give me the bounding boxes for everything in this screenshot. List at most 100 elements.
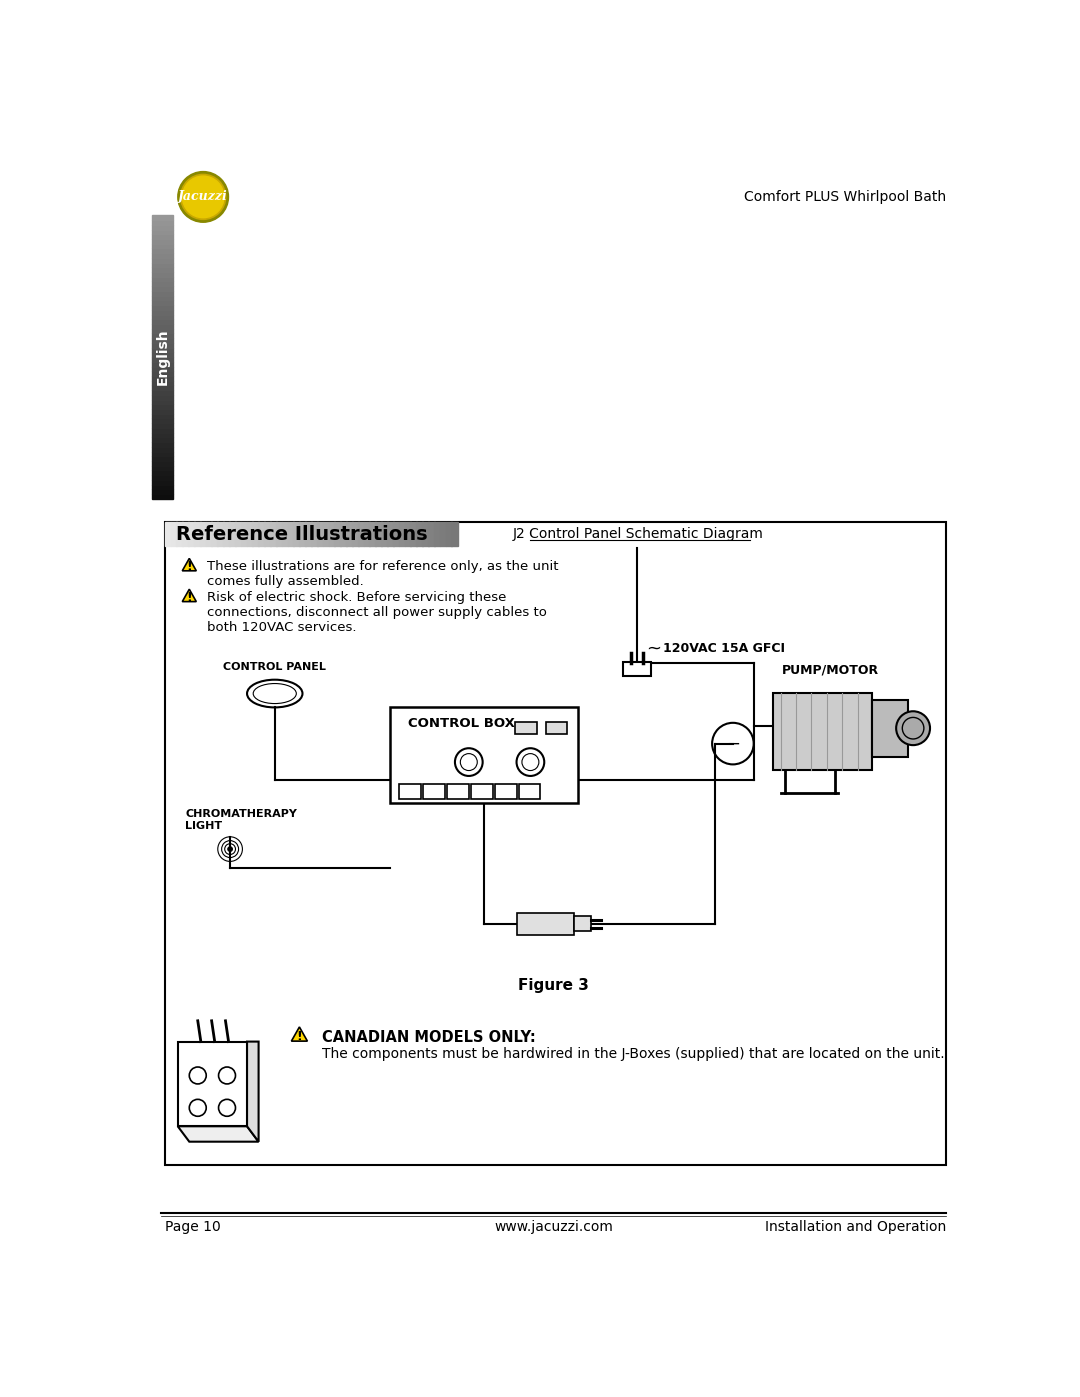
Bar: [151, 427, 173, 433]
Bar: [305, 522, 312, 546]
Bar: [316, 522, 323, 546]
Text: Reference Illustrations: Reference Illustrations: [176, 525, 428, 543]
Bar: [151, 433, 173, 437]
Bar: [151, 310, 173, 314]
Bar: [200, 522, 206, 546]
Bar: [323, 522, 329, 546]
Bar: [446, 522, 453, 546]
Bar: [151, 479, 173, 485]
Bar: [151, 489, 173, 495]
Bar: [151, 253, 173, 258]
Text: www.jacuzzi.com: www.jacuzzi.com: [494, 1220, 613, 1234]
Bar: [151, 338, 173, 342]
Bar: [151, 461, 173, 465]
Bar: [287, 522, 294, 546]
Bar: [151, 437, 173, 441]
Bar: [151, 423, 173, 427]
Bar: [151, 465, 173, 471]
Bar: [393, 522, 400, 546]
Bar: [151, 495, 173, 499]
Bar: [151, 263, 173, 267]
Text: J2 Control Panel Schematic Diagram: J2 Control Panel Schematic Diagram: [513, 527, 764, 541]
Text: CONTROL BOX: CONTROL BOX: [407, 717, 514, 731]
Bar: [151, 352, 173, 358]
Bar: [270, 522, 276, 546]
Bar: [151, 471, 173, 475]
Bar: [294, 522, 300, 546]
Bar: [495, 784, 516, 799]
Bar: [246, 522, 253, 546]
Bar: [151, 441, 173, 447]
Bar: [151, 239, 173, 243]
Bar: [151, 267, 173, 272]
Bar: [151, 215, 173, 221]
Bar: [390, 707, 578, 803]
Bar: [151, 235, 173, 239]
Bar: [151, 409, 173, 414]
Bar: [400, 784, 421, 799]
Text: CONTROL PANEL: CONTROL PANEL: [224, 662, 326, 672]
Bar: [381, 522, 388, 546]
Polygon shape: [292, 1027, 308, 1041]
Circle shape: [183, 176, 224, 218]
Bar: [434, 522, 441, 546]
Bar: [241, 522, 247, 546]
Bar: [410, 522, 417, 546]
Bar: [212, 522, 218, 546]
Text: Installation and Operation: Installation and Operation: [765, 1220, 946, 1234]
Bar: [234, 522, 242, 546]
Bar: [151, 229, 173, 235]
Bar: [151, 362, 173, 366]
Bar: [205, 522, 213, 546]
Bar: [224, 522, 230, 546]
Bar: [428, 522, 434, 546]
Text: These illustrations are for reference only, as the unit
comes fully assembled.: These illustrations are for reference on…: [207, 560, 558, 588]
Bar: [164, 522, 172, 546]
Circle shape: [228, 847, 232, 851]
Bar: [151, 372, 173, 376]
Bar: [440, 522, 446, 546]
Bar: [151, 282, 173, 286]
Bar: [399, 522, 405, 546]
Bar: [151, 475, 173, 479]
Bar: [387, 522, 393, 546]
Bar: [164, 522, 946, 1165]
Bar: [151, 380, 173, 386]
Bar: [253, 522, 259, 546]
Bar: [194, 522, 201, 546]
Polygon shape: [183, 559, 197, 571]
Bar: [188, 522, 194, 546]
Bar: [151, 358, 173, 362]
Polygon shape: [247, 1042, 258, 1141]
Bar: [773, 693, 872, 770]
Bar: [451, 522, 458, 546]
Bar: [275, 522, 283, 546]
Bar: [346, 522, 353, 546]
Text: CHROMATHERAPY
LIGHT: CHROMATHERAPY LIGHT: [186, 809, 297, 831]
Bar: [265, 522, 271, 546]
Circle shape: [896, 711, 930, 745]
Bar: [545, 722, 567, 735]
Bar: [151, 300, 173, 305]
Bar: [516, 914, 575, 935]
Text: 120VAC 15A GFCI: 120VAC 15A GFCI: [663, 641, 785, 655]
Bar: [151, 221, 173, 225]
Bar: [471, 784, 492, 799]
Bar: [229, 522, 235, 546]
Bar: [151, 296, 173, 300]
Bar: [151, 376, 173, 380]
Polygon shape: [183, 590, 197, 602]
Bar: [151, 324, 173, 328]
Text: !: !: [297, 1030, 302, 1042]
Bar: [311, 522, 318, 546]
Bar: [328, 522, 335, 546]
Bar: [151, 485, 173, 489]
Bar: [217, 522, 224, 546]
Bar: [515, 722, 537, 735]
Bar: [183, 522, 189, 546]
Text: Page 10: Page 10: [164, 1220, 220, 1234]
Bar: [151, 272, 173, 277]
Bar: [416, 522, 423, 546]
Bar: [376, 522, 382, 546]
Bar: [151, 225, 173, 229]
